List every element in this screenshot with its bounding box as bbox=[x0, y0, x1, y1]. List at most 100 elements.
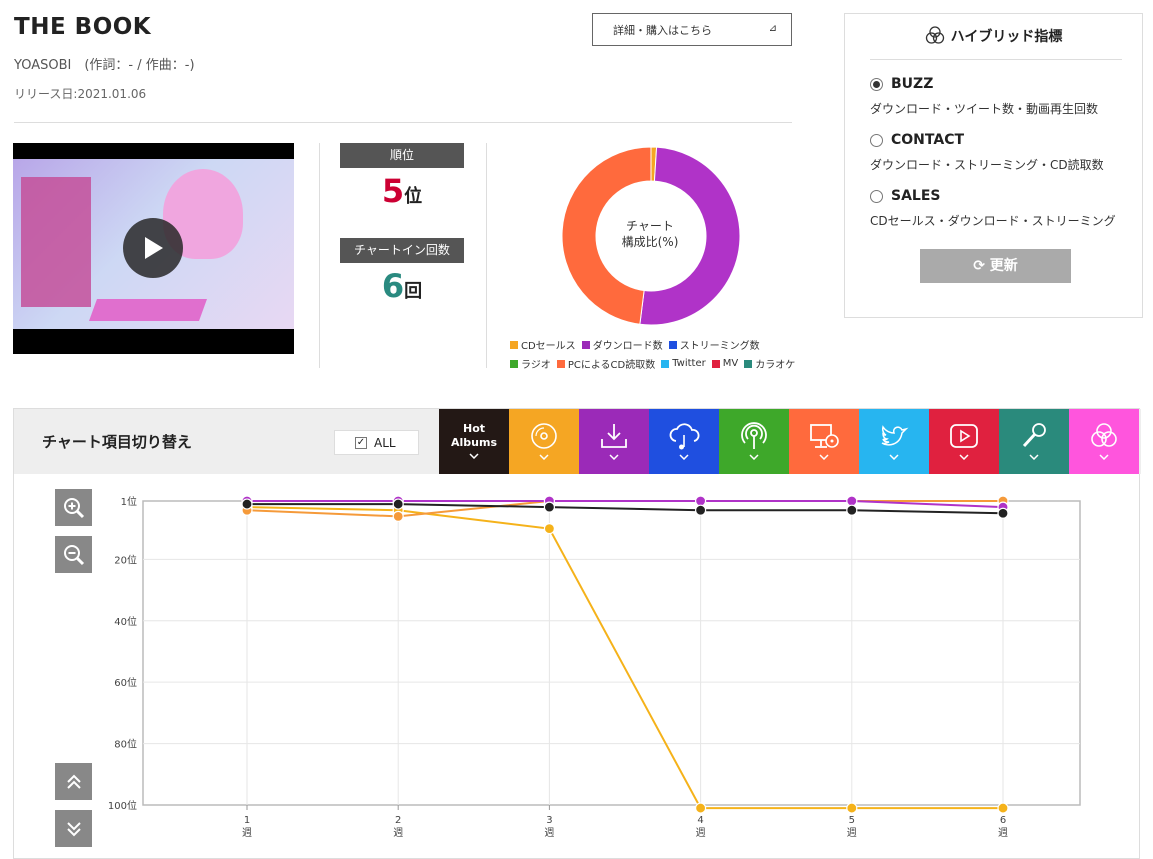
data-point[interactable] bbox=[997, 507, 1009, 519]
update-button[interactable]: ⟳ 更新 bbox=[920, 249, 1071, 283]
hybrid-option-buzz[interactable]: BUZZ bbox=[870, 76, 933, 92]
x-tick-label: 5 bbox=[849, 815, 855, 826]
hybrid-index-panel: ハイブリッド指標 BUZZ ダウンロード・ツイート数・動画再生回数 CONTACT ダ… bbox=[844, 13, 1143, 318]
legend-item: ダウンロード数 bbox=[581, 337, 663, 352]
divider bbox=[319, 143, 320, 368]
divider bbox=[486, 143, 487, 368]
y-tick-label: 20位 bbox=[114, 553, 137, 566]
legend-item: カラオケ bbox=[744, 356, 795, 371]
artist-credit: YOASOBI (作詞：- / 作曲：-) bbox=[14, 58, 195, 73]
legend-swatch bbox=[661, 359, 670, 368]
legend-item: MV bbox=[711, 356, 738, 371]
chart-tab-pc-cd-read[interactable] bbox=[789, 409, 859, 474]
data-point[interactable] bbox=[694, 802, 707, 814]
chartin-unit: 回 bbox=[404, 281, 423, 302]
legend-swatch bbox=[556, 359, 565, 368]
data-point[interactable] bbox=[392, 510, 404, 522]
hybrid-option-desc: ダウンロード・ストリーミング・CD読取数 bbox=[870, 158, 1104, 172]
chevron-down-icon bbox=[469, 452, 479, 462]
plot-area bbox=[142, 500, 1081, 806]
rank-label: 順位 bbox=[340, 143, 464, 168]
song-title: THE BOOK bbox=[14, 14, 152, 40]
arrow-icon: ⊿ bbox=[768, 23, 777, 34]
radio-icon[interactable] bbox=[870, 133, 883, 147]
hybrid-option-label: CONTACT bbox=[891, 132, 965, 148]
data-point[interactable] bbox=[543, 523, 556, 535]
divider bbox=[14, 122, 792, 123]
video-player[interactable] bbox=[13, 143, 294, 354]
data-point[interactable] bbox=[241, 498, 253, 510]
release-date: リリース日:2021.01.06 bbox=[14, 87, 147, 101]
legend-item: ストリーミング数 bbox=[668, 337, 760, 352]
chart-tab-hot-albums[interactable]: Hot Albums bbox=[439, 409, 509, 474]
legend-label: カラオケ bbox=[755, 360, 796, 371]
x-tick-unit: 週 bbox=[998, 827, 1008, 839]
y-tick-label: 80位 bbox=[114, 738, 137, 751]
hybrid-option-sales[interactable]: SALES bbox=[870, 188, 941, 204]
data-point[interactable] bbox=[392, 498, 404, 510]
hybrid-option-contact[interactable]: CONTACT bbox=[870, 132, 964, 148]
chart-tab-mv[interactable] bbox=[929, 409, 999, 474]
chevron-down-icon bbox=[539, 453, 549, 463]
legend-swatch bbox=[510, 359, 518, 368]
chevron-down-icon bbox=[749, 453, 759, 463]
chevron-down-icon bbox=[819, 453, 829, 463]
x-tick-label: 1 bbox=[244, 815, 250, 826]
x-tick-label: 4 bbox=[697, 815, 703, 826]
data-point[interactable] bbox=[846, 495, 858, 507]
data-point[interactable] bbox=[997, 802, 1009, 814]
x-tick-label: 3 bbox=[546, 815, 552, 826]
chart-tab-karaoke[interactable] bbox=[999, 409, 1069, 474]
radio-icon[interactable] bbox=[870, 77, 883, 91]
all-checkbox[interactable]: ✓ ALL bbox=[334, 430, 419, 455]
x-tick-unit: 週 bbox=[696, 827, 706, 839]
hybrid-option-desc: CDセールス・ダウンロード・ストリーミング bbox=[870, 214, 1116, 228]
rank-unit: 位 bbox=[404, 186, 423, 207]
chart-tab-download[interactable] bbox=[579, 409, 649, 474]
zoom-out-button[interactable] bbox=[55, 536, 92, 573]
data-point[interactable] bbox=[846, 504, 858, 516]
data-point[interactable] bbox=[846, 802, 858, 814]
legend-swatch bbox=[744, 359, 753, 368]
hybrid-option-desc: ダウンロード・ツイート数・動画再生回数 bbox=[870, 102, 1099, 116]
detail-purchase-button[interactable]: 詳細・購入はこちら ⊿ bbox=[592, 13, 792, 46]
scroll-up-button[interactable] bbox=[55, 763, 92, 800]
chart-tab-twitter[interactable] bbox=[859, 409, 929, 474]
zoom-in-button[interactable] bbox=[55, 489, 92, 526]
donut-slice-1 bbox=[639, 146, 741, 326]
data-point[interactable] bbox=[694, 504, 707, 516]
rank-block: 順位 5位 bbox=[340, 143, 464, 210]
legend-label: PCによるCD読取数 bbox=[567, 360, 656, 371]
legend-row: ラジオ PCによるCD読取数 Twitter MV カラオケ bbox=[510, 356, 795, 371]
legend-swatch bbox=[711, 359, 720, 368]
double-chevron-up-icon bbox=[66, 774, 81, 789]
data-point[interactable] bbox=[694, 495, 707, 507]
chart-panel: チャート項目切り替え ✓ ALL Hot Albums 1 bbox=[13, 408, 1141, 859]
data-point[interactable] bbox=[543, 501, 556, 513]
chartin-label: チャートイン回数 bbox=[340, 238, 464, 263]
rank-value: 5 bbox=[381, 172, 405, 210]
radio-icon[interactable] bbox=[870, 189, 883, 203]
x-tick-label: 6 bbox=[1000, 815, 1006, 826]
series-line-3 bbox=[247, 503, 1004, 515]
chart-tab-hybrid[interactable] bbox=[1069, 409, 1139, 474]
play-icon bbox=[950, 423, 978, 448]
chart-tab-streaming[interactable] bbox=[649, 409, 719, 474]
scroll-down-button[interactable] bbox=[55, 810, 92, 847]
refresh-icon: ⟳ bbox=[973, 258, 985, 274]
x-tick-unit: 週 bbox=[242, 827, 252, 839]
double-chevron-down-icon bbox=[66, 821, 81, 836]
radio-icon bbox=[741, 421, 767, 449]
chartin-block: チャートイン回数 6回 bbox=[340, 238, 464, 305]
legend-label: ストリーミング数 bbox=[679, 341, 760, 352]
donut-center-label: チャート 構成比(%) bbox=[621, 219, 679, 249]
play-icon[interactable] bbox=[123, 218, 183, 278]
chart-tab-cd-sales[interactable] bbox=[509, 409, 579, 474]
chevron-down-icon bbox=[1099, 453, 1109, 463]
chart-tab-radio[interactable] bbox=[719, 409, 789, 474]
legend-swatch bbox=[510, 340, 518, 349]
zoom-out-icon bbox=[63, 544, 84, 565]
legend-swatch bbox=[668, 340, 677, 349]
composition-donut-chart bbox=[561, 146, 741, 326]
